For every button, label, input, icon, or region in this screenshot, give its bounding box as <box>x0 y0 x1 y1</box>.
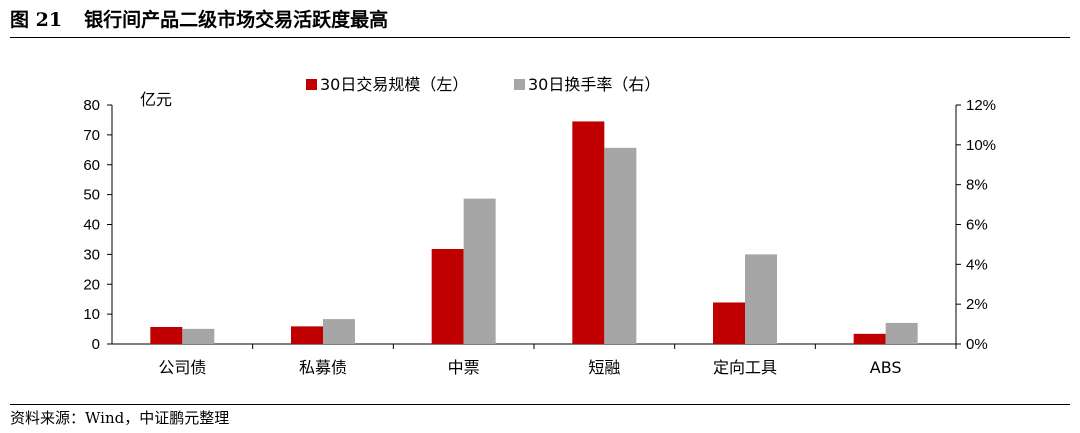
legend-label-turnover-rate: 30日换手率（右） <box>528 75 660 94</box>
figure-number: 图 21 <box>10 9 63 31</box>
y-left-tick-label: 10 <box>83 306 100 323</box>
figure-title-text: 银行间产品二级市场交易活跃度最高 <box>84 9 389 31</box>
bar-trade-volume <box>853 333 886 344</box>
bar-turnover-rate <box>182 328 215 344</box>
bar-trade-volume <box>713 302 745 344</box>
bar-turnover-rate <box>604 147 637 344</box>
bar-trade-volume <box>572 121 605 345</box>
y-left-tick-label: 30 <box>83 246 100 263</box>
y-left-tick-label: 20 <box>83 276 100 293</box>
y-right-tick-label: 0% <box>966 336 988 353</box>
y-right-tick-label: 2% <box>966 296 988 313</box>
title-rule <box>10 37 1070 38</box>
y-right-tick-label: 4% <box>966 256 988 273</box>
x-tick-label: 公司债 <box>158 358 206 377</box>
y-left-tick-label: 60 <box>83 157 100 174</box>
y-right-tick-label: 6% <box>966 217 988 234</box>
y-left-tick-label: 0 <box>92 336 100 353</box>
y-left-tick-label: 80 <box>83 97 100 114</box>
x-tick-label: ABS <box>870 358 902 377</box>
x-tick-label: 中票 <box>448 358 480 377</box>
bar-trade-volume <box>431 248 464 344</box>
source-note: 资料来源：Wind，中证鹏元整理 <box>10 409 230 427</box>
x-tick-label: 短融 <box>588 358 620 377</box>
bar-trade-volume <box>291 326 323 344</box>
x-tick-label: 定向工具 <box>713 358 777 377</box>
y-left-tick-label: 50 <box>83 187 100 204</box>
legend-label-trade-volume: 30日交易规模（左） <box>320 75 468 94</box>
bar-turnover-rate <box>323 319 355 344</box>
y-left-tick-label: 70 <box>83 127 100 144</box>
y-right-tick-label: 10% <box>966 137 996 154</box>
source-rule <box>10 404 1070 405</box>
legend-swatch-trade-volume <box>306 79 317 90</box>
figure-title: 图 21 银行间产品二级市场交易活跃度最高 <box>10 6 388 34</box>
bar-turnover-rate <box>745 254 777 344</box>
x-tick-label: 私募债 <box>299 358 347 377</box>
y-right-tick-label: 8% <box>966 177 988 194</box>
y-right-tick-label: 12% <box>966 97 996 114</box>
bar-turnover-rate <box>885 322 918 344</box>
y-left-unit-label: 亿元 <box>140 90 172 109</box>
bar-turnover-rate <box>463 198 496 344</box>
bar-trade-volume <box>150 326 183 344</box>
legend-swatch-turnover-rate <box>514 79 525 90</box>
y-left-tick-label: 40 <box>83 217 100 234</box>
